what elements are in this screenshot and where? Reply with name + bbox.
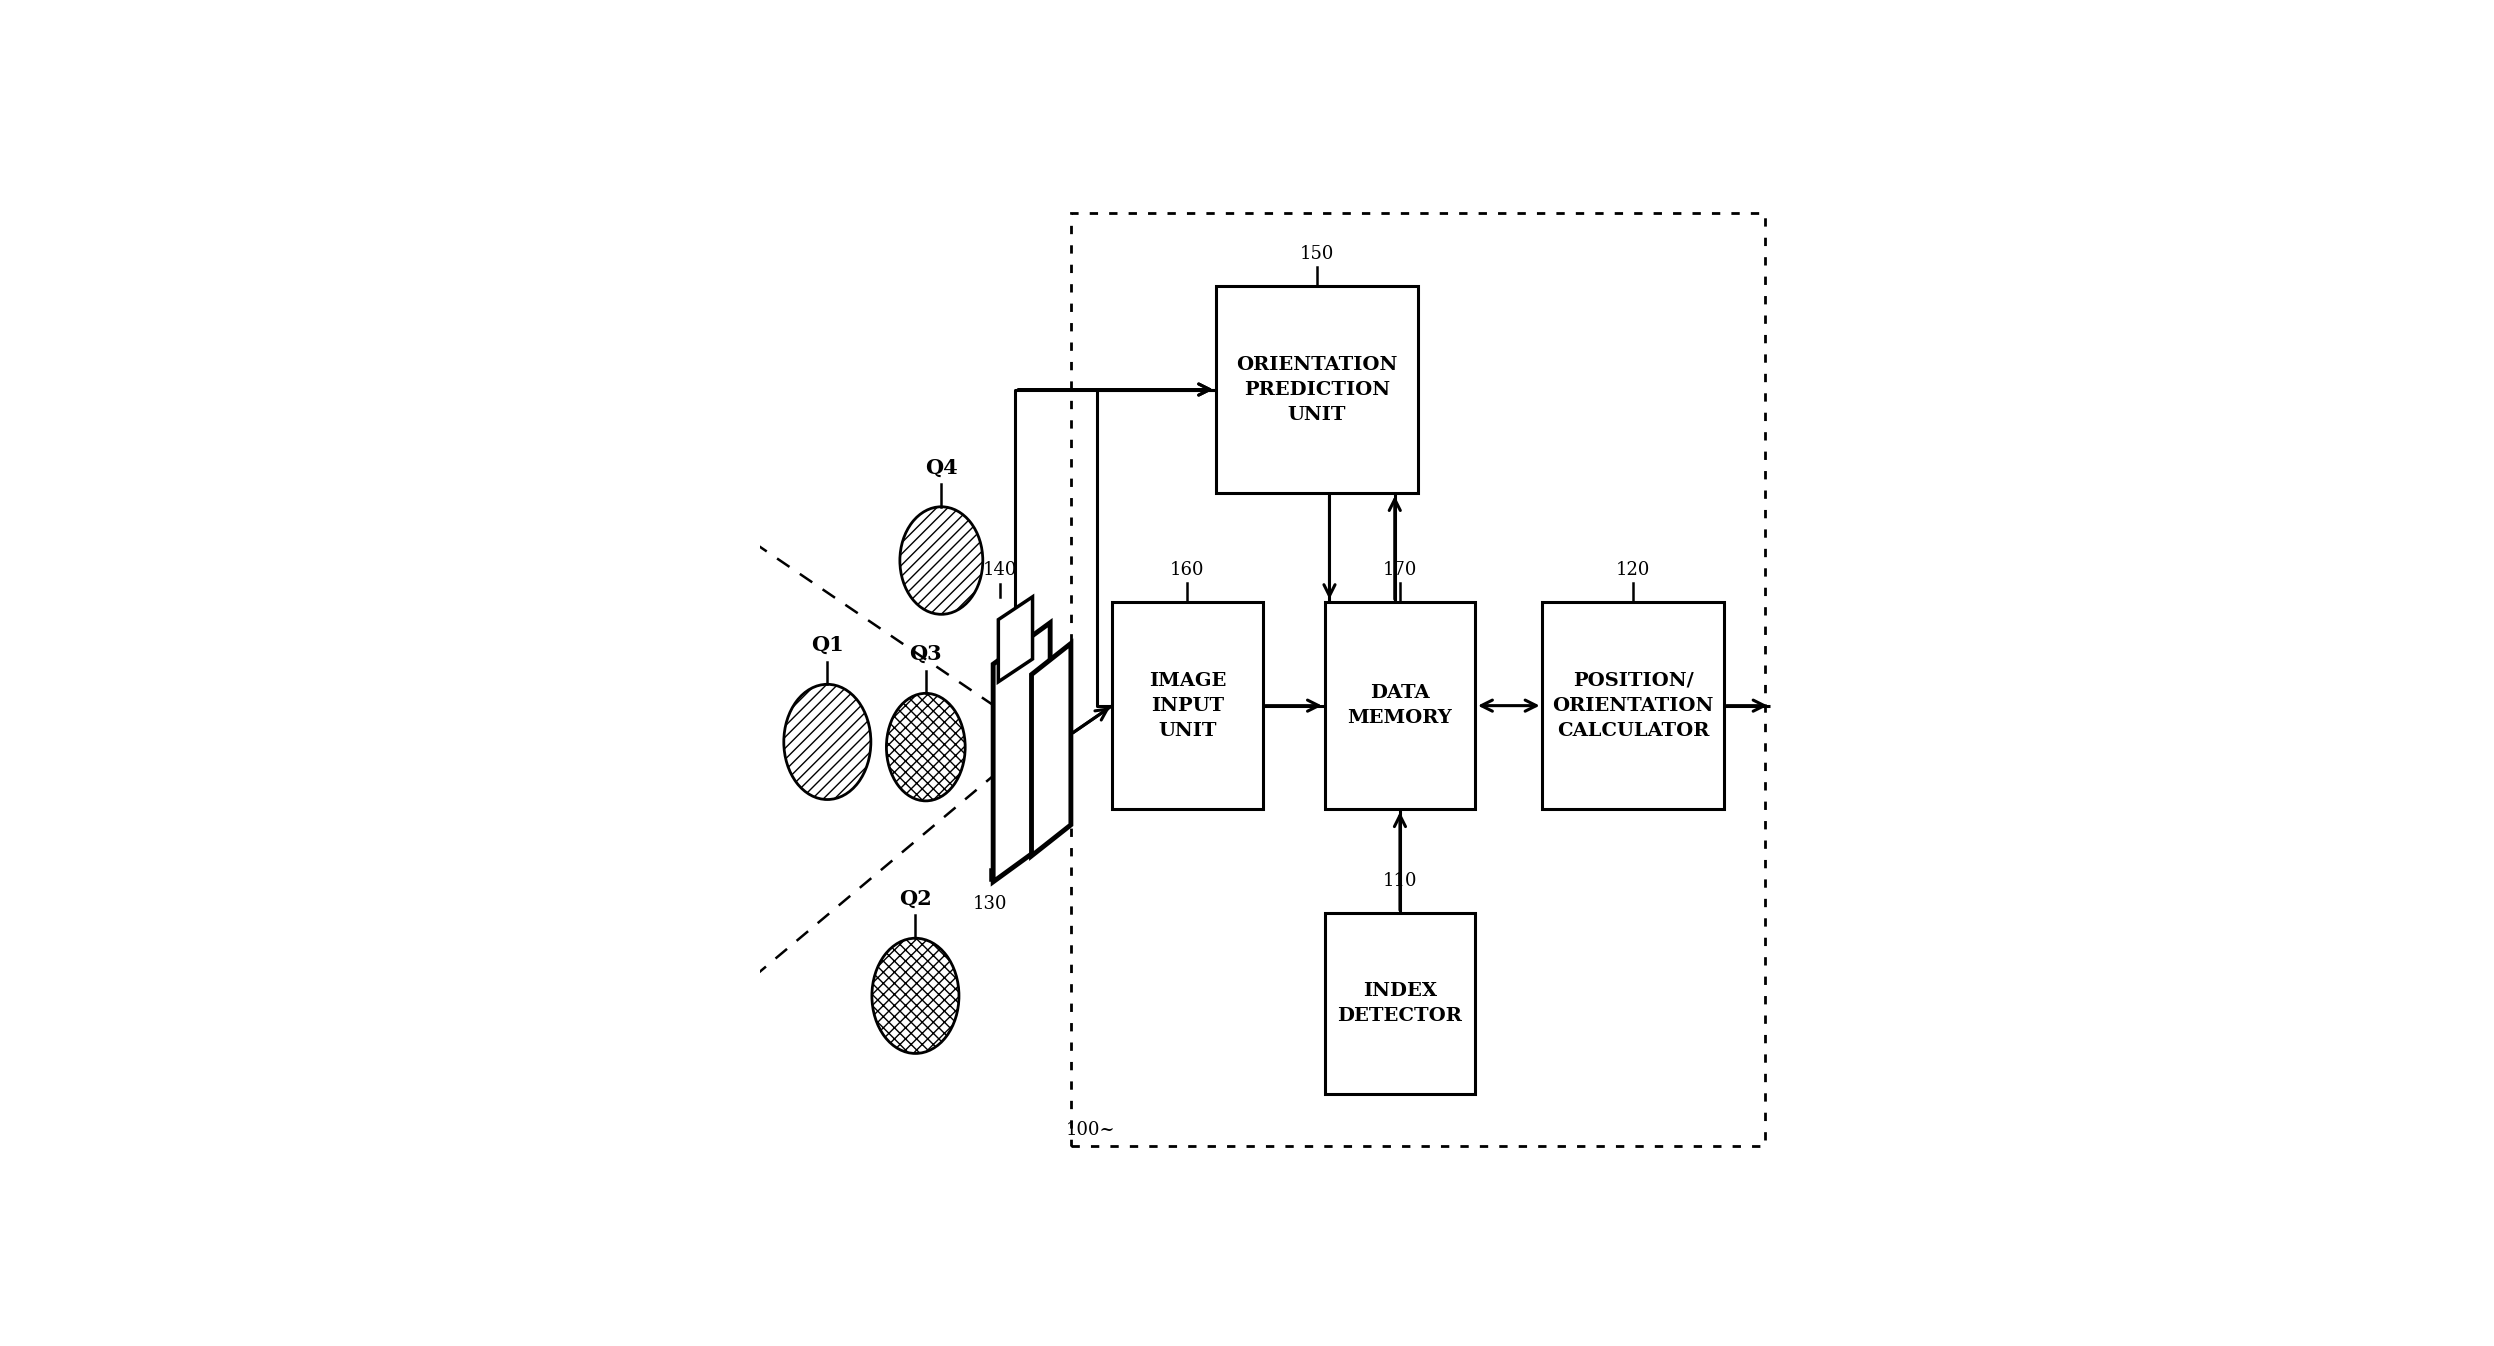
Text: 150: 150: [1299, 245, 1334, 262]
Text: IMAGE
INPUT
UNIT: IMAGE INPUT UNIT: [1150, 672, 1227, 740]
Text: INDEX
DETECTOR: INDEX DETECTOR: [1337, 983, 1461, 1026]
Text: 160: 160: [1170, 561, 1205, 579]
Ellipse shape: [873, 938, 960, 1054]
Text: Q2: Q2: [898, 890, 933, 909]
Text: Q4: Q4: [925, 458, 958, 478]
Ellipse shape: [783, 684, 870, 800]
Text: 140: 140: [983, 561, 1018, 579]
Polygon shape: [1033, 643, 1070, 856]
Polygon shape: [993, 623, 1050, 882]
Ellipse shape: [900, 507, 983, 614]
Bar: [1324, 913, 1474, 1094]
Bar: [1324, 602, 1474, 809]
Text: 120: 120: [1616, 561, 1651, 579]
Bar: [1217, 285, 1419, 493]
Text: 130: 130: [973, 895, 1008, 914]
Polygon shape: [998, 596, 1033, 682]
Bar: [1112, 602, 1262, 809]
Bar: [1070, 213, 1766, 1147]
Text: DATA
MEMORY: DATA MEMORY: [1347, 684, 1452, 727]
Text: Q3: Q3: [910, 645, 943, 665]
Text: 170: 170: [1382, 561, 1417, 579]
Text: 110: 110: [1382, 872, 1417, 890]
Bar: [1541, 602, 1723, 809]
Text: ORIENTATION
PREDICTION
UNIT: ORIENTATION PREDICTION UNIT: [1237, 355, 1397, 424]
Text: POSITION/
ORIENTATION
CALCULATOR: POSITION/ ORIENTATION CALCULATOR: [1551, 672, 1713, 740]
Text: Q1: Q1: [811, 635, 843, 656]
Ellipse shape: [885, 693, 965, 801]
Text: 100~: 100~: [1065, 1121, 1115, 1139]
